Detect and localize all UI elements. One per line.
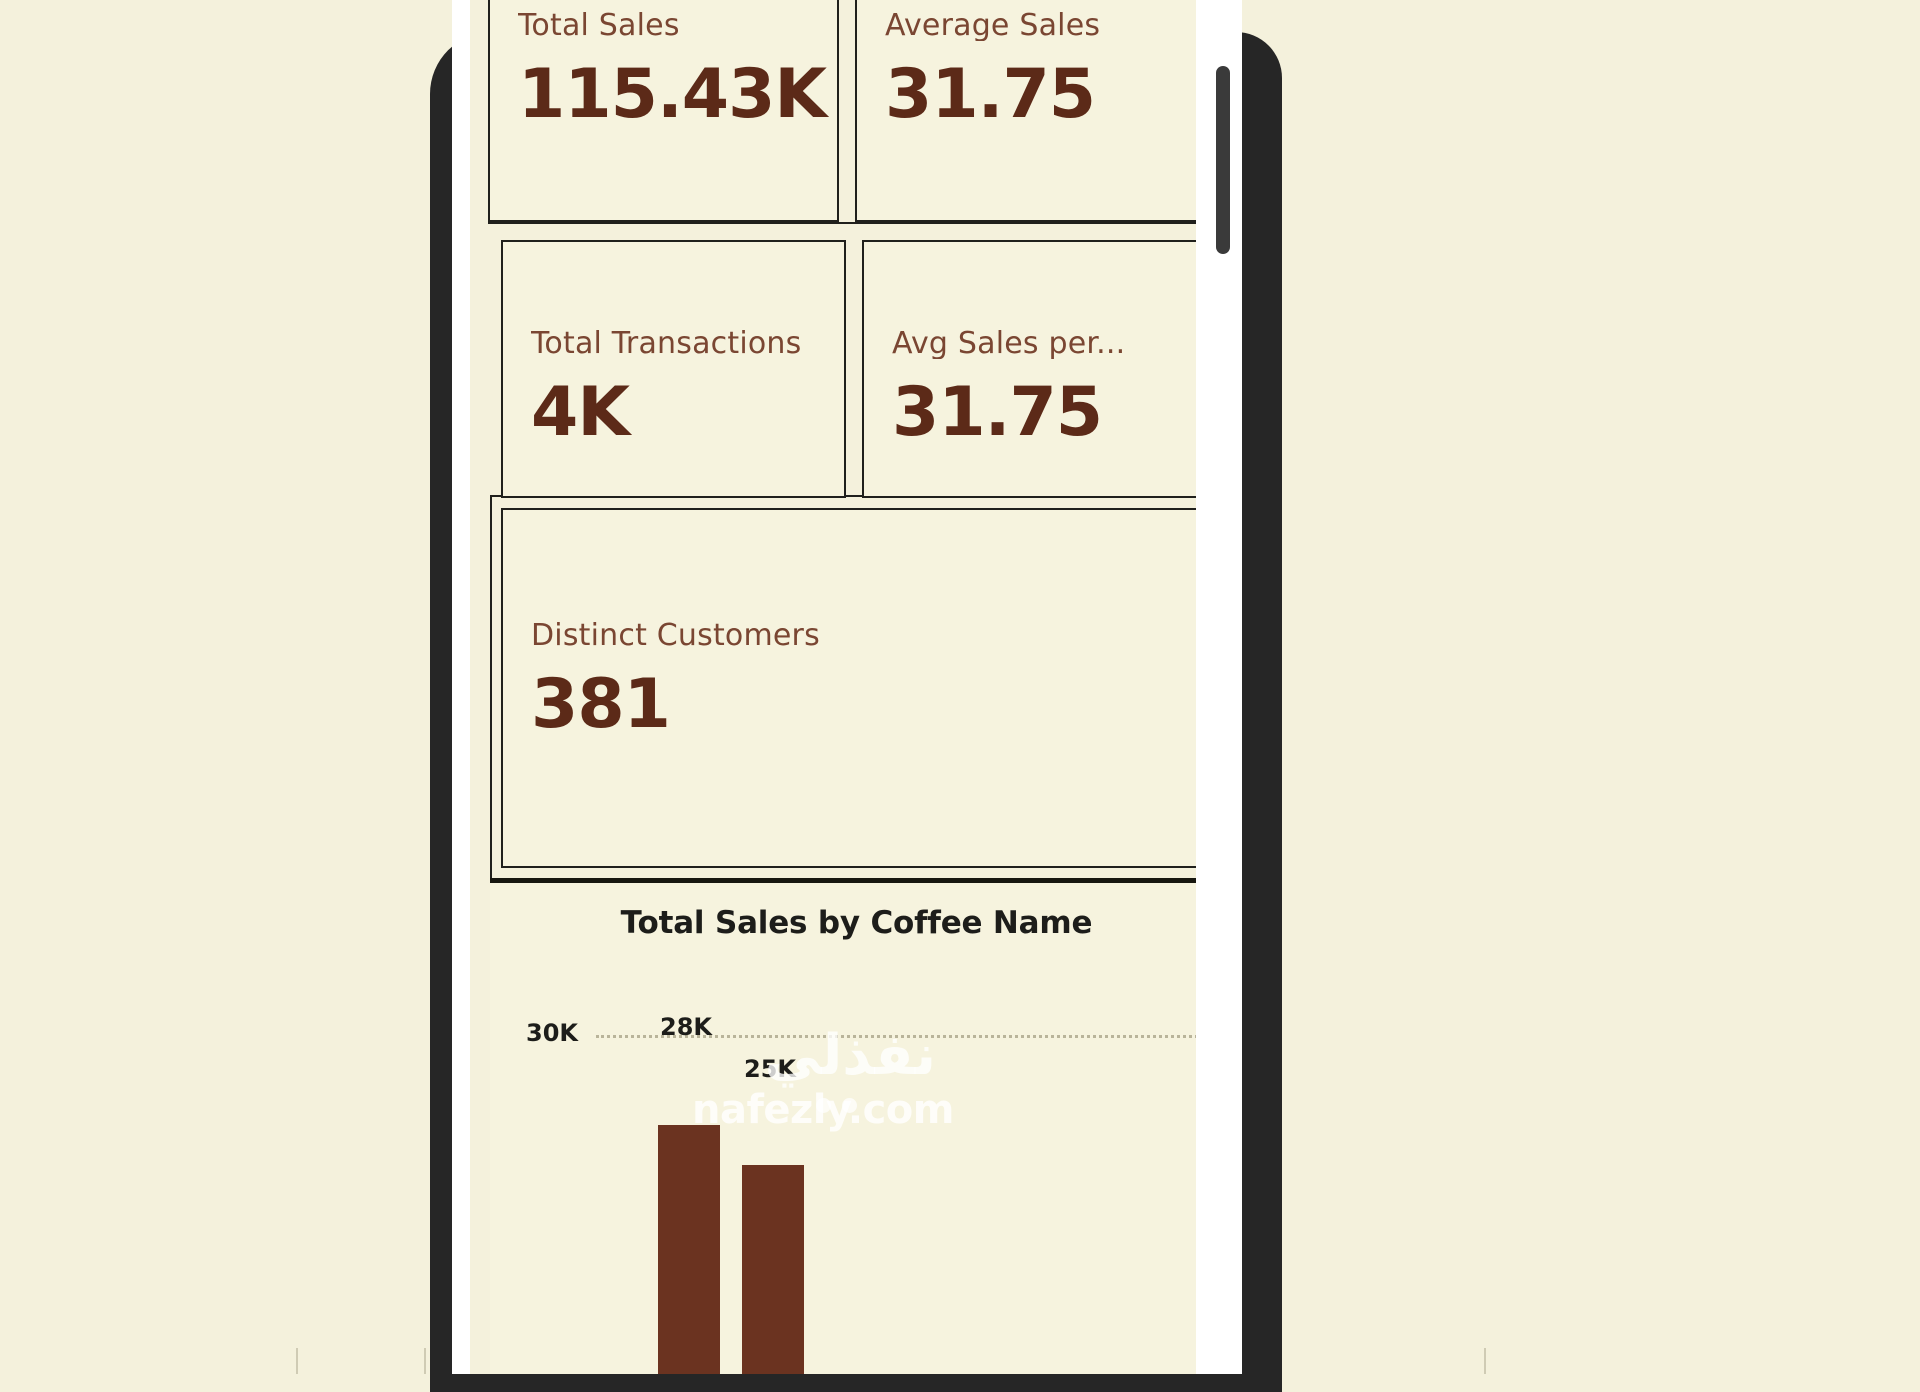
chart-bar-1[interactable] — [658, 1125, 720, 1374]
background-seam-left — [296, 1348, 298, 1374]
chart-gridline-30k — [596, 1035, 1216, 1038]
kpi-value-total-transactions: 4K — [531, 373, 630, 453]
phone-screen: Total Sales 115.43K Average Sales 31.75 … — [452, 0, 1242, 1374]
background-seam-mid — [424, 1348, 426, 1374]
kpi-label-avg-sales-per: Avg Sales per... — [892, 329, 1126, 360]
kpi-label-distinct-customers: Distinct Customers — [531, 621, 820, 652]
phone-frame-right — [1236, 32, 1282, 1392]
kpi-label-total-transactions: Total Transactions — [531, 329, 802, 360]
chart-title: Total Sales by Coffee Name — [620, 905, 1093, 941]
kpi-card-avg-sales-per[interactable]: Avg Sales per... 31.75 — [862, 240, 1207, 498]
chart-axis-tick-30k: 30K — [526, 1019, 578, 1047]
kpi-card-total-sales[interactable]: Total Sales 115.43K — [488, 0, 839, 222]
vertical-scrollbar-thumb[interactable] — [1216, 66, 1230, 254]
chart-bar-2[interactable] — [742, 1165, 804, 1374]
kpi-row-1: Total Sales 115.43K Average Sales 31.75 — [488, 0, 1206, 222]
background-seam-right — [1484, 1348, 1486, 1374]
kpi-row-3: Distinct Customers 381 — [501, 508, 1207, 868]
kpi-value-average-sales: 31.75 — [885, 55, 1096, 135]
dashboard-canvas: Total Sales 115.43K Average Sales 31.75 … — [470, 0, 1225, 1374]
kpi-label-total-sales: Total Sales — [518, 11, 680, 42]
kpi-card-average-sales[interactable]: Average Sales 31.75 — [855, 0, 1206, 222]
kpi-label-average-sales: Average Sales — [885, 11, 1101, 42]
kpi-row-2: Total Transactions 4K Avg Sales per... 3… — [501, 240, 1207, 498]
chart-bar-label-2: 25K — [744, 1055, 796, 1083]
kpi-card-distinct-customers[interactable]: Distinct Customers 381 — [501, 508, 1207, 868]
kpi-value-avg-sales-per: 31.75 — [892, 373, 1103, 453]
chart-plot-area: 30K 28K 25K — [490, 975, 1223, 1374]
chart-panel-total-sales-by-coffee-name[interactable]: Total Sales by Coffee Name 30K 28K 25K — [490, 878, 1223, 1374]
kpi-value-distinct-customers: 381 — [531, 665, 671, 745]
kpi-card-total-transactions[interactable]: Total Transactions 4K — [501, 240, 846, 498]
chart-bar-label-1: 28K — [660, 1013, 712, 1041]
kpi-value-total-sales: 115.43K — [518, 55, 827, 135]
